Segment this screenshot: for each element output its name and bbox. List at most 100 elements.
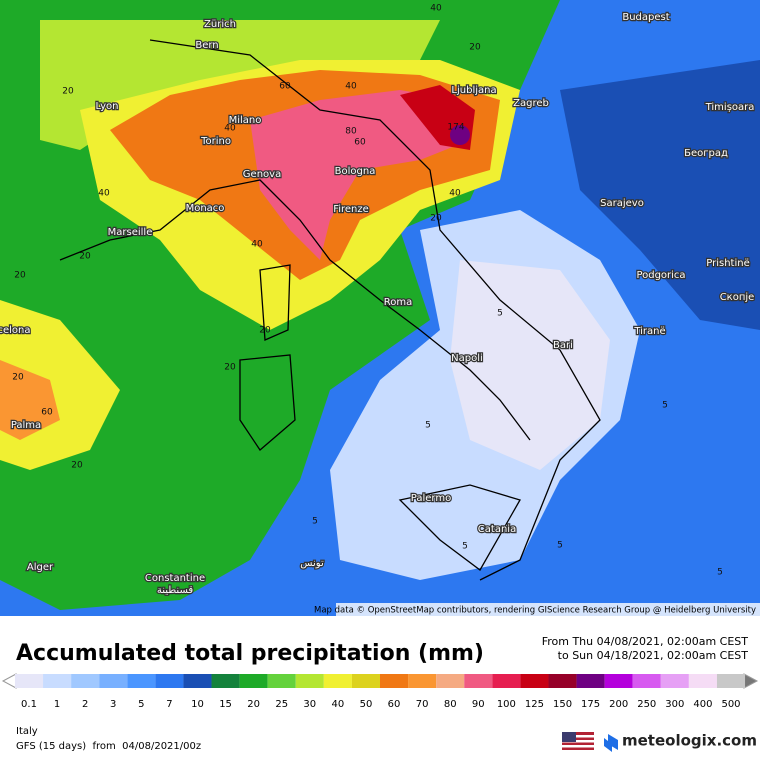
city-label: Prishtinë <box>706 258 749 269</box>
city-label: Monaco <box>186 203 225 214</box>
zone-navy <box>560 60 760 330</box>
legend-swatch <box>520 674 549 688</box>
legend-swatch <box>464 674 493 688</box>
city-label: Roma <box>384 297 413 308</box>
title: Accumulated total precipitation (mm) <box>16 641 484 666</box>
zone-orange-w <box>0 360 60 440</box>
legend-label: 200 <box>609 699 628 710</box>
legend-label: 125 <box>525 699 544 710</box>
legend: 0.1 1 2 3 5 7 10 15 20 25 30 40 50 60 70 80 90 100 125 150 1… <box>1 673 759 710</box>
contour-label: 40 <box>251 240 263 250</box>
islands <box>239 264 521 571</box>
contour-label: 20 <box>71 461 83 471</box>
city-label: Bern <box>195 40 218 51</box>
legend-label: 100 <box>497 699 516 710</box>
map: Map data © OpenStreetMap contributors, r… <box>0 0 760 616</box>
legend-label: 10 <box>191 699 204 710</box>
legend-swatch <box>267 674 296 688</box>
city-label: Constantine <box>145 573 205 584</box>
legend-swatch <box>183 674 212 688</box>
city-label: قسنطينة <box>157 585 194 596</box>
legend-label: 90 <box>472 699 485 710</box>
contour-label: 5 <box>662 401 668 411</box>
flag <box>562 732 594 750</box>
legend-swatch <box>239 674 268 688</box>
city-label: Београд <box>684 148 728 159</box>
legend-label: 400 <box>693 699 712 710</box>
legend-label: 1 <box>54 699 60 710</box>
city-label: Timișoara <box>705 102 755 113</box>
contour-label: 80 <box>345 127 357 137</box>
zone-pink <box>250 90 470 260</box>
city-label: Marseille <box>108 227 153 238</box>
legend-swatch <box>295 674 324 688</box>
model: GFS (15 days) from 04/08/2021/00z <box>16 741 201 752</box>
contour-label: 20 <box>224 363 236 373</box>
contour-label: 40 <box>98 189 110 199</box>
legend-swatch <box>688 674 717 688</box>
legend-swatch <box>323 674 352 688</box>
attribution: Map data © OpenStreetMap contributors, r… <box>314 606 756 616</box>
legend-swatch <box>632 674 661 688</box>
legend-label: 25 <box>275 699 288 710</box>
contour-label: 5 <box>425 421 431 431</box>
legend-label: 60 <box>388 699 401 710</box>
city-label: Genova <box>243 169 281 180</box>
city-label: Zagreb <box>513 98 549 109</box>
legend-swatch <box>604 674 633 688</box>
legend-swatch <box>408 674 437 688</box>
legend-swatch <box>436 674 465 688</box>
legend-swatch <box>576 674 605 688</box>
city-label: Palermo <box>411 493 451 504</box>
zone-max <box>450 125 470 145</box>
legend-swatch <box>99 674 128 688</box>
contour-label: 60 <box>279 82 291 92</box>
city-label: Ljubljana <box>451 85 496 96</box>
contour-label: 40 <box>430 4 442 14</box>
legend-label: 7 <box>166 699 172 710</box>
legend-swatch <box>155 674 184 688</box>
contour-label: 60 <box>354 138 366 148</box>
city-label: Скопје <box>720 291 755 303</box>
period-from: From Thu 04/08/2021, 02:00am CEST <box>542 635 749 648</box>
city-label: Palma <box>11 420 41 431</box>
legend-swatch <box>548 674 577 688</box>
legend-label: 300 <box>665 699 684 710</box>
city-label: Zürich <box>204 19 236 30</box>
legend-swatch <box>492 674 521 688</box>
attribution-bg <box>336 603 760 616</box>
city-label: Catania <box>478 524 516 535</box>
contour-label: 5 <box>497 309 503 319</box>
brand[interactable]: meteologix.com <box>622 732 757 750</box>
legend-arrow-left <box>1 673 17 689</box>
contour-label: 5 <box>557 541 563 551</box>
legend-label: 50 <box>360 699 373 710</box>
legend-label: 5 <box>138 699 144 710</box>
legend-swatch <box>380 674 409 688</box>
city-label: Sarajevo <box>600 198 644 209</box>
legend-label: 15 <box>219 699 232 710</box>
contour-label: 60 <box>41 408 53 418</box>
contour-label: 20 <box>14 271 26 281</box>
legend-swatch <box>716 674 746 688</box>
legend-swatch <box>127 674 156 688</box>
period-to: to Sun 04/18/2021, 02:00am CEST <box>558 649 749 662</box>
legend-label: 150 <box>553 699 572 710</box>
legend-arrow-right <box>743 673 759 689</box>
legend-swatch <box>211 674 240 688</box>
contour-label: 20 <box>79 252 91 262</box>
contour-label: 20 <box>12 373 24 383</box>
legend-label: 250 <box>637 699 656 710</box>
city-label: Podgorica <box>636 270 685 281</box>
city-label: Napoli <box>451 353 483 364</box>
contour-label: 20 <box>259 326 271 336</box>
legend-swatch <box>660 674 689 688</box>
legend-label: 2 <box>82 699 88 710</box>
coastline <box>59 39 601 581</box>
region: Italy <box>16 726 38 737</box>
contour-label: 20 <box>430 214 442 224</box>
contour-label: 40 <box>449 189 461 199</box>
contour-label: 40 <box>345 82 357 92</box>
